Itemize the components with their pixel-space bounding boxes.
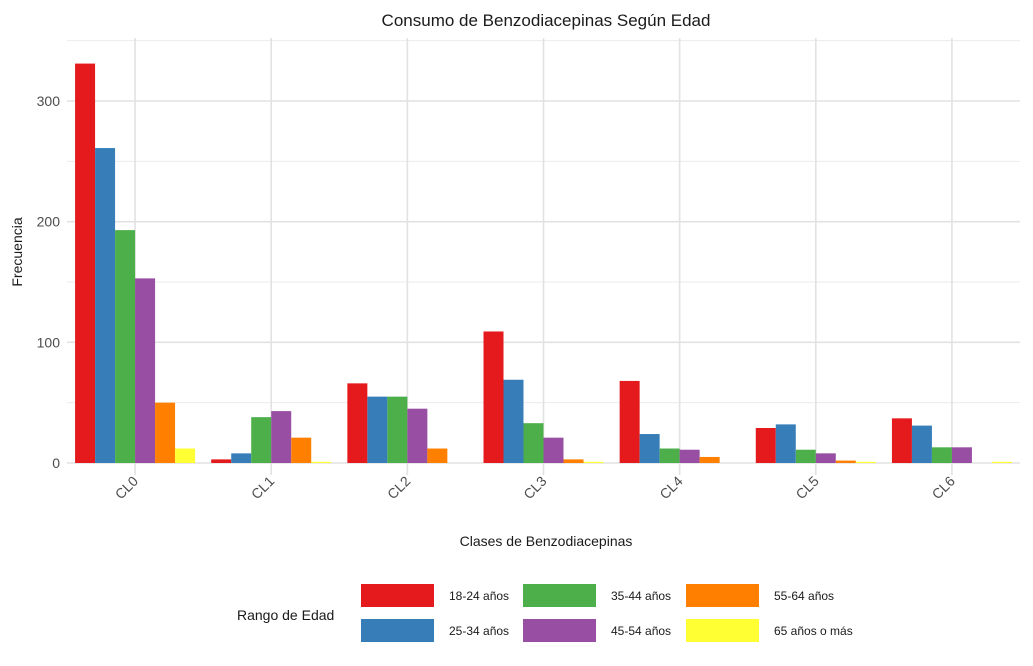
bar <box>271 411 292 463</box>
bar <box>991 461 1012 463</box>
bar <box>251 417 272 463</box>
legend-key <box>361 619 434 642</box>
x-tick-label: CL5 <box>792 473 822 503</box>
bar <box>115 230 136 463</box>
bar <box>135 278 156 463</box>
bar <box>175 448 196 463</box>
bar <box>291 437 312 463</box>
grid <box>67 38 1020 475</box>
bar <box>231 453 252 463</box>
x-axis-title: Clases de Benzodiacepinas <box>460 533 633 549</box>
bar <box>583 461 604 463</box>
bar <box>639 434 660 463</box>
bar <box>367 396 388 463</box>
legend-key <box>523 584 596 607</box>
bar <box>563 459 584 463</box>
bar <box>835 460 856 463</box>
bar <box>543 437 564 463</box>
bar <box>95 148 116 463</box>
y-tick-label: 0 <box>52 455 60 471</box>
bar <box>503 379 524 463</box>
bar <box>775 424 796 463</box>
bar <box>815 453 836 463</box>
bar <box>523 423 544 463</box>
bar <box>75 63 96 463</box>
bar <box>483 331 504 463</box>
x-tick-label: CL4 <box>656 473 686 503</box>
bar <box>155 402 176 463</box>
bar <box>619 380 640 463</box>
legend-key <box>361 584 434 607</box>
legend-label: 55-64 años <box>774 589 834 603</box>
bar <box>659 448 680 463</box>
y-axis-ticks: 0 100 200 300 <box>37 93 61 471</box>
y-tick-label: 200 <box>37 214 61 230</box>
bar <box>427 448 448 463</box>
legend-label: 25-34 años <box>449 624 509 638</box>
x-axis-ticks: CL0 CL1 CL2 CL3 CL4 CL5 CL6 <box>112 473 958 503</box>
legend-title: Rango de Edad <box>237 607 334 623</box>
chart-title: Consumo de Benzodiacepinas Según Edad <box>382 11 711 30</box>
x-tick-label: CL3 <box>520 473 550 503</box>
bars <box>75 63 1012 463</box>
bar <box>679 449 700 463</box>
bar <box>795 449 816 463</box>
y-axis-title: Frecuencia <box>9 217 25 286</box>
y-tick-label: 100 <box>37 334 61 350</box>
legend-label: 18-24 años <box>449 589 509 603</box>
x-tick-label: CL2 <box>384 473 414 503</box>
bar <box>951 447 972 463</box>
legend: Rango de Edad 18-24 años 25-34 años 35-44 … <box>237 584 853 642</box>
legend-key <box>686 619 759 642</box>
bar <box>911 425 932 463</box>
legend-label: 35-44 años <box>611 589 671 603</box>
bar <box>755 428 776 463</box>
x-tick-label: CL0 <box>112 473 142 503</box>
legend-key <box>523 619 596 642</box>
bar <box>387 396 408 463</box>
bar <box>311 461 332 463</box>
bar <box>931 447 952 463</box>
x-tick-label: CL1 <box>248 473 278 503</box>
bar <box>211 459 232 463</box>
x-tick-label: CL6 <box>929 473 959 503</box>
bar <box>855 461 876 463</box>
legend-key <box>686 584 759 607</box>
bar <box>407 408 428 463</box>
bar <box>347 383 368 463</box>
y-tick-label: 300 <box>37 93 61 109</box>
legend-label: 45-54 años <box>611 624 671 638</box>
legend-label: 65 años o más <box>774 624 853 638</box>
bar <box>699 456 720 463</box>
bar <box>891 418 912 463</box>
legend-items: 18-24 años 25-34 años 35-44 años 45-54 años… <box>361 584 853 642</box>
